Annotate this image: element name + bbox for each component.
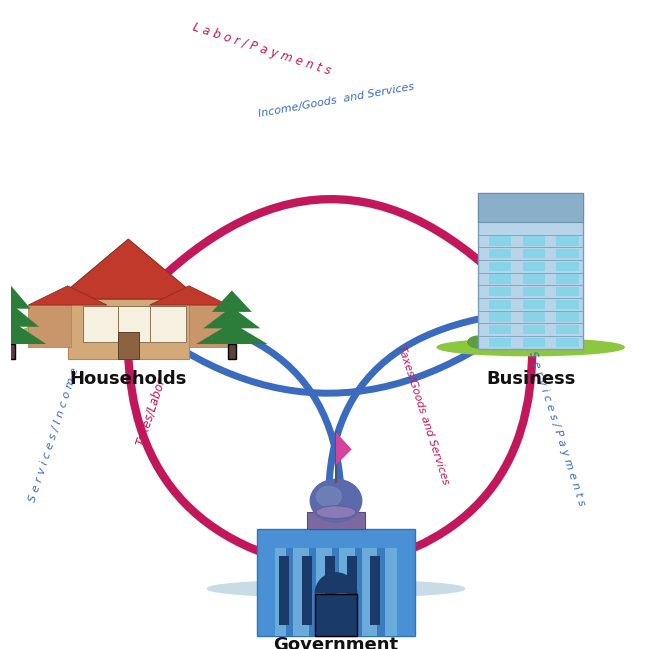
FancyBboxPatch shape (523, 275, 545, 284)
FancyBboxPatch shape (355, 548, 362, 637)
Ellipse shape (317, 487, 341, 506)
Polygon shape (203, 307, 260, 328)
FancyBboxPatch shape (489, 300, 511, 309)
FancyBboxPatch shape (347, 556, 358, 625)
FancyBboxPatch shape (523, 287, 545, 296)
FancyBboxPatch shape (118, 332, 139, 359)
FancyArrowPatch shape (136, 313, 528, 393)
Polygon shape (28, 286, 107, 305)
FancyBboxPatch shape (68, 299, 189, 359)
FancyBboxPatch shape (556, 287, 579, 296)
FancyBboxPatch shape (6, 344, 15, 359)
Polygon shape (196, 323, 267, 344)
Polygon shape (0, 285, 30, 309)
Text: Taxes/Goods and Services: Taxes/Goods and Services (396, 345, 451, 486)
FancyBboxPatch shape (257, 530, 415, 637)
FancyBboxPatch shape (523, 325, 545, 334)
FancyBboxPatch shape (118, 306, 154, 341)
Ellipse shape (208, 580, 464, 597)
FancyBboxPatch shape (478, 193, 583, 349)
FancyBboxPatch shape (309, 548, 316, 637)
FancyBboxPatch shape (489, 325, 511, 334)
FancyBboxPatch shape (489, 236, 511, 245)
Text: Government: Government (274, 636, 398, 649)
Polygon shape (57, 239, 200, 299)
Polygon shape (212, 291, 252, 312)
Wedge shape (314, 572, 358, 594)
FancyBboxPatch shape (523, 312, 545, 321)
FancyBboxPatch shape (556, 312, 579, 321)
FancyBboxPatch shape (83, 306, 118, 341)
Text: Income/Goods  and Services: Income/Goods and Services (257, 82, 415, 119)
FancyBboxPatch shape (151, 306, 186, 341)
FancyBboxPatch shape (523, 300, 545, 309)
FancyBboxPatch shape (332, 548, 339, 637)
FancyBboxPatch shape (556, 249, 579, 258)
FancyBboxPatch shape (523, 262, 545, 271)
FancyBboxPatch shape (489, 287, 511, 296)
FancyBboxPatch shape (556, 300, 579, 309)
FancyBboxPatch shape (489, 312, 511, 321)
FancyBboxPatch shape (228, 344, 236, 359)
Ellipse shape (468, 336, 489, 348)
FancyBboxPatch shape (370, 556, 380, 625)
FancyBboxPatch shape (325, 556, 335, 625)
Text: Households: Households (70, 370, 187, 388)
Ellipse shape (316, 506, 356, 519)
FancyArrowPatch shape (139, 307, 341, 569)
Text: S e r v i c e s / I n c o m e: S e r v i c e s / I n c o m e (27, 366, 80, 504)
FancyArrowPatch shape (329, 308, 520, 569)
FancyBboxPatch shape (556, 275, 579, 284)
FancyBboxPatch shape (489, 337, 511, 347)
FancyArrowPatch shape (128, 314, 324, 573)
Text: L a b o r / P a y m e n t s: L a b o r / P a y m e n t s (191, 20, 332, 77)
Polygon shape (0, 303, 39, 326)
FancyBboxPatch shape (279, 556, 289, 625)
FancyBboxPatch shape (478, 193, 583, 222)
FancyBboxPatch shape (314, 594, 358, 637)
FancyBboxPatch shape (286, 548, 293, 637)
FancyBboxPatch shape (302, 556, 312, 625)
FancyBboxPatch shape (556, 337, 579, 347)
FancyBboxPatch shape (489, 275, 511, 284)
FancyArrowPatch shape (130, 199, 523, 310)
FancyBboxPatch shape (489, 262, 511, 271)
Polygon shape (336, 432, 351, 465)
Text: Business: Business (486, 370, 575, 388)
Text: Taxes/Labor: Taxes/Labor (134, 376, 168, 448)
FancyBboxPatch shape (523, 236, 545, 245)
FancyBboxPatch shape (378, 548, 384, 637)
FancyBboxPatch shape (308, 512, 364, 530)
FancyArrowPatch shape (348, 314, 532, 572)
FancyBboxPatch shape (489, 249, 511, 258)
Ellipse shape (437, 339, 624, 356)
FancyBboxPatch shape (556, 262, 579, 271)
Ellipse shape (561, 336, 582, 348)
FancyBboxPatch shape (189, 305, 228, 347)
Ellipse shape (22, 319, 235, 345)
Ellipse shape (310, 480, 362, 522)
Text: S e r v i c e s / P a y m e n t s: S e r v i c e s / P a y m e n t s (527, 350, 587, 507)
FancyBboxPatch shape (276, 548, 396, 637)
FancyBboxPatch shape (556, 236, 579, 245)
Polygon shape (150, 286, 228, 305)
FancyBboxPatch shape (523, 337, 545, 347)
FancyBboxPatch shape (556, 325, 579, 334)
Polygon shape (0, 321, 46, 344)
FancyBboxPatch shape (28, 305, 71, 347)
FancyBboxPatch shape (523, 249, 545, 258)
